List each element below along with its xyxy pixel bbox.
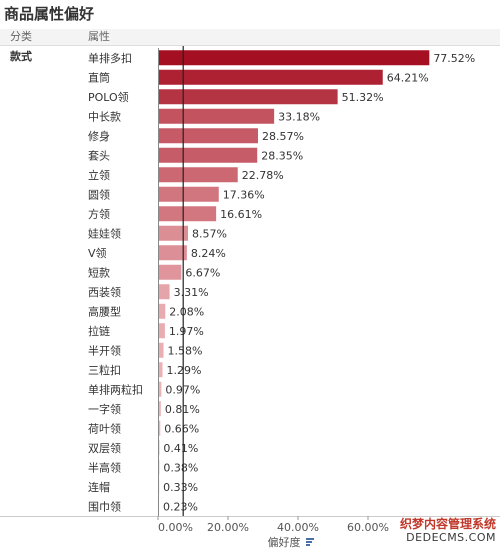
data-label: 6.67% xyxy=(185,266,220,279)
bar xyxy=(158,303,166,319)
data-label: 0.38% xyxy=(163,461,198,474)
data-label: 33.18% xyxy=(278,110,320,123)
category-label: 西装领 xyxy=(88,286,121,299)
bar xyxy=(158,128,258,144)
category-label: 套头 xyxy=(88,149,110,162)
category-label: 圆领 xyxy=(88,188,110,201)
bar xyxy=(158,186,219,202)
data-label: 3.31% xyxy=(174,286,209,299)
category-label: 单排两粒扣 xyxy=(88,382,143,396)
column-header-category: 分类 xyxy=(10,29,32,43)
category-label: POLO领 xyxy=(88,91,129,104)
x-axis-label: 偏好度 xyxy=(268,535,301,549)
category-label: 一字领 xyxy=(88,402,121,416)
chart-title: 商品属性偏好 xyxy=(4,5,95,23)
bar xyxy=(158,323,165,339)
data-label: 0.81% xyxy=(165,403,200,416)
bar xyxy=(158,401,161,417)
bar xyxy=(158,69,383,85)
data-label: 0.23% xyxy=(163,500,198,513)
bar xyxy=(158,50,430,66)
category-label: 半开领 xyxy=(88,343,121,357)
category-label: 拉链 xyxy=(88,324,110,338)
category-label: 半高领 xyxy=(88,460,121,474)
category-label: 修身 xyxy=(88,129,110,143)
category-label: 直筒 xyxy=(88,70,110,84)
column-header-attribute: 属性 xyxy=(88,29,110,43)
sort-icon xyxy=(306,538,314,540)
bar xyxy=(158,167,238,183)
sort-icon xyxy=(306,544,310,546)
data-label: 0.41% xyxy=(163,442,198,455)
x-tick-label: 60.00% xyxy=(347,521,389,534)
bar xyxy=(158,362,163,378)
bar xyxy=(158,108,275,124)
category-label: 立领 xyxy=(88,168,110,182)
category-label: 围巾领 xyxy=(88,499,121,513)
data-label: 28.57% xyxy=(262,130,304,143)
bar xyxy=(158,89,338,105)
category-label: V领 xyxy=(88,247,107,260)
category-label: 单排多扣 xyxy=(88,51,132,65)
bar xyxy=(158,381,162,397)
bar xyxy=(158,225,188,241)
watermark-domain: DEDECMS.COM xyxy=(406,531,496,544)
bar xyxy=(158,420,161,436)
category-label: 连帽 xyxy=(88,481,110,494)
data-label: 0.33% xyxy=(163,481,198,494)
x-tick-label: 20.00% xyxy=(207,521,249,534)
data-label: 51.32% xyxy=(342,91,384,104)
x-tick-label: 0.00% xyxy=(158,521,193,534)
category-label: 三粒扣 xyxy=(88,363,121,377)
data-label: 8.24% xyxy=(191,247,226,260)
bar xyxy=(158,245,187,261)
bar xyxy=(158,284,170,300)
data-label: 64.21% xyxy=(387,71,429,84)
group-label: 款式 xyxy=(10,49,32,63)
bar xyxy=(158,342,164,358)
bar xyxy=(158,206,217,222)
data-label: 77.52% xyxy=(433,52,475,65)
category-label: 双层领 xyxy=(88,442,121,455)
header-row-bg xyxy=(0,29,500,45)
watermark: 织梦内容管理系统 DEDECMS.COM xyxy=(400,517,496,545)
category-label: 方领 xyxy=(88,207,110,221)
category-label: 荷叶领 xyxy=(88,422,121,435)
data-label: 8.57% xyxy=(192,227,227,240)
sort-icon xyxy=(306,541,312,543)
data-label: 1.97% xyxy=(169,325,204,338)
category-label: 娃娃领 xyxy=(88,227,121,240)
data-label: 0.66% xyxy=(164,422,199,435)
data-label: 28.35% xyxy=(261,149,303,162)
data-label: 22.78% xyxy=(242,169,284,182)
data-label: 17.36% xyxy=(223,188,265,201)
category-label: 中长款 xyxy=(88,109,121,123)
category-label: 高腰型 xyxy=(88,304,121,318)
data-label: 1.58% xyxy=(168,344,203,357)
bar xyxy=(158,147,258,163)
watermark-text: 织梦内容管理系统 xyxy=(399,517,496,531)
data-label: 2.08% xyxy=(169,305,204,318)
category-label: 短款 xyxy=(88,265,110,279)
bar xyxy=(158,264,182,280)
x-tick-label: 40.00% xyxy=(277,521,319,534)
data-label: 1.29% xyxy=(167,364,202,377)
data-label: 16.61% xyxy=(220,208,262,221)
